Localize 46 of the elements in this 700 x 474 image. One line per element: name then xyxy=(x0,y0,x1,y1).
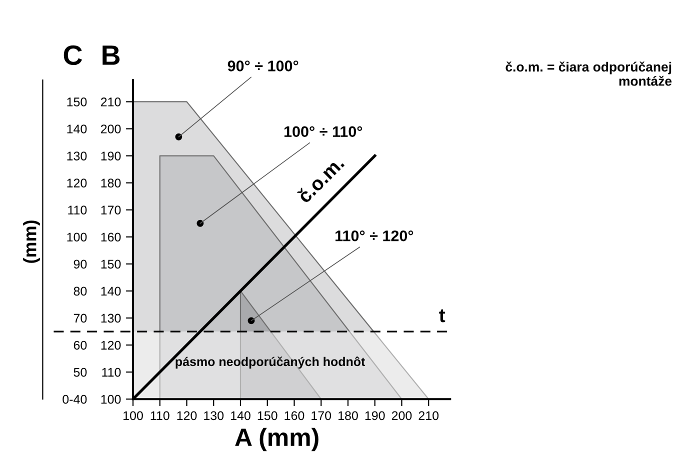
y2-tick-label: 130 xyxy=(67,152,87,160)
x-tick-label: 130 xyxy=(204,411,224,420)
y-tick-label: 200 xyxy=(100,124,121,134)
y-tick-label: 160 xyxy=(101,232,121,242)
x-tick-label: 200 xyxy=(392,411,412,420)
x-tick-label: 150 xyxy=(258,411,278,420)
y2-tick-label: 140 xyxy=(67,124,87,134)
y-axis-title: B xyxy=(102,46,120,65)
ref-line-label: t xyxy=(439,309,446,322)
x-tick-label: 210 xyxy=(418,411,439,420)
annotation: 110° ÷ 120° xyxy=(336,230,414,242)
text: č.o.m. = čiara odporúčanej montáže xyxy=(506,62,672,86)
y2-tick-label: 50 xyxy=(74,368,87,377)
x-tick-label: 180 xyxy=(338,411,358,420)
annotation: 90° ÷ 100° xyxy=(228,60,298,72)
y2-tick-label: 90 xyxy=(74,260,87,269)
x-tick-label: 170 xyxy=(312,411,332,420)
y-tick-label: 150 xyxy=(101,260,121,269)
y2-tick-label: 110 xyxy=(68,206,87,215)
x-tick-label: 190 xyxy=(365,411,385,420)
y-tick-label: 130 xyxy=(101,314,121,323)
y-tick-label: 180 xyxy=(101,178,121,188)
text: (mm) xyxy=(23,220,40,263)
band-label: pásmo neodporúčaných hodnôt xyxy=(176,356,366,369)
y2-tick-label: 70 xyxy=(74,314,87,323)
y-tick-label: 110 xyxy=(102,368,121,377)
x-tick-label: 110 xyxy=(150,411,170,420)
y2-tick-label: 60 xyxy=(74,340,87,350)
x-tick-label: 160 xyxy=(284,411,304,420)
y-tick-label: 120 xyxy=(101,340,121,350)
x-tick-label: 100 xyxy=(124,411,143,420)
y2-axis-title: C xyxy=(64,45,82,66)
y2-tick-label: 0-40 xyxy=(62,394,87,404)
y-tick-label: 190 xyxy=(101,152,121,160)
y-tick-label: 100 xyxy=(101,394,121,404)
y-tick-label: 210 xyxy=(100,98,121,106)
y2-tick-label: 120 xyxy=(67,178,87,188)
y2-tick-label: 100 xyxy=(67,232,87,242)
x-axis-title: A (mm) xyxy=(235,428,318,452)
y-tick-label: 140 xyxy=(101,286,121,296)
y2-tick-label: 80 xyxy=(74,286,87,296)
y-tick-label: 170 xyxy=(101,206,121,215)
y2-tick-label: 150 xyxy=(67,98,87,106)
annotation: 100° ÷ 110° xyxy=(284,126,362,138)
x-tick-label: 120 xyxy=(177,411,197,420)
x-tick-label: 140 xyxy=(231,411,250,420)
